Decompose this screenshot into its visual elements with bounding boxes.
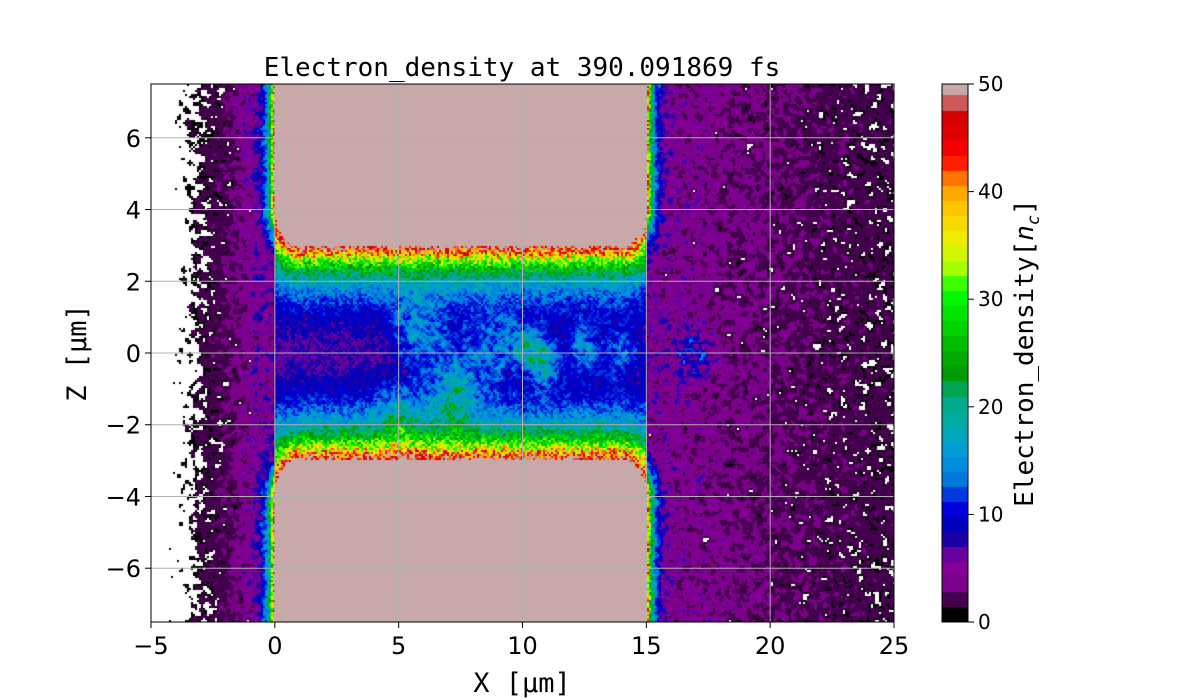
x-tick-label: −5 bbox=[133, 632, 168, 660]
colorbar bbox=[942, 84, 968, 622]
colorbar-tick-label: 40 bbox=[978, 180, 1003, 204]
colorbar-label: Electron_density[nc] bbox=[1010, 199, 1044, 507]
x-tick-label: 5 bbox=[391, 632, 406, 660]
colorbar-tick-label: 20 bbox=[978, 395, 1003, 419]
y-tick-label: 6 bbox=[126, 125, 141, 153]
x-tick-label: 10 bbox=[507, 632, 538, 660]
x-tick-label: 20 bbox=[755, 632, 786, 660]
gridlines bbox=[150, 84, 895, 622]
x-tick-label: 0 bbox=[267, 632, 282, 660]
colorbar-tick-label: 50 bbox=[978, 72, 1003, 96]
y-tick-label: 2 bbox=[126, 268, 141, 296]
x-tick-label: 15 bbox=[631, 632, 662, 660]
y-tick-label: 0 bbox=[126, 340, 141, 368]
y-tick-label: 4 bbox=[126, 197, 141, 225]
y-tick-label: −6 bbox=[106, 555, 141, 583]
axis-ticks: −5 0 5 10 15 20 25 −6 −4 −2 0 2 4 6 0 10 20 30 40 50 bbox=[106, 72, 1004, 660]
x-tick-label: 25 bbox=[879, 632, 910, 660]
x-axis-label: X [μm] bbox=[473, 668, 571, 699]
chart-title: Electron_density at 390.091869 fs bbox=[264, 53, 781, 83]
colorbar-tick-label: 10 bbox=[978, 502, 1003, 526]
colorbar-tick-label: 0 bbox=[978, 610, 991, 634]
colorbar-tick-label: 30 bbox=[978, 287, 1003, 311]
y-tick-label: −4 bbox=[106, 483, 141, 511]
y-axis-label: Z [μm] bbox=[62, 304, 93, 402]
colorbar-frame bbox=[941, 83, 969, 623]
y-tick-label: −2 bbox=[106, 412, 141, 440]
